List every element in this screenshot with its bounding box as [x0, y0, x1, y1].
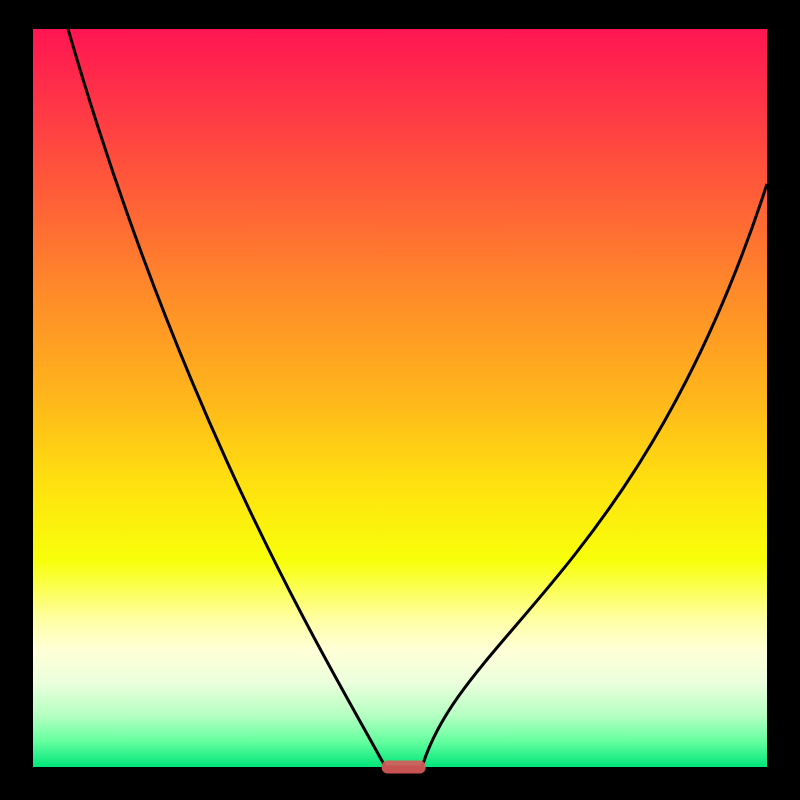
optimal-point-marker	[382, 761, 426, 774]
chart-container: TheBottleneck.com	[0, 0, 800, 800]
bottleneck-curve-chart	[0, 0, 800, 800]
gradient-background	[33, 29, 767, 767]
